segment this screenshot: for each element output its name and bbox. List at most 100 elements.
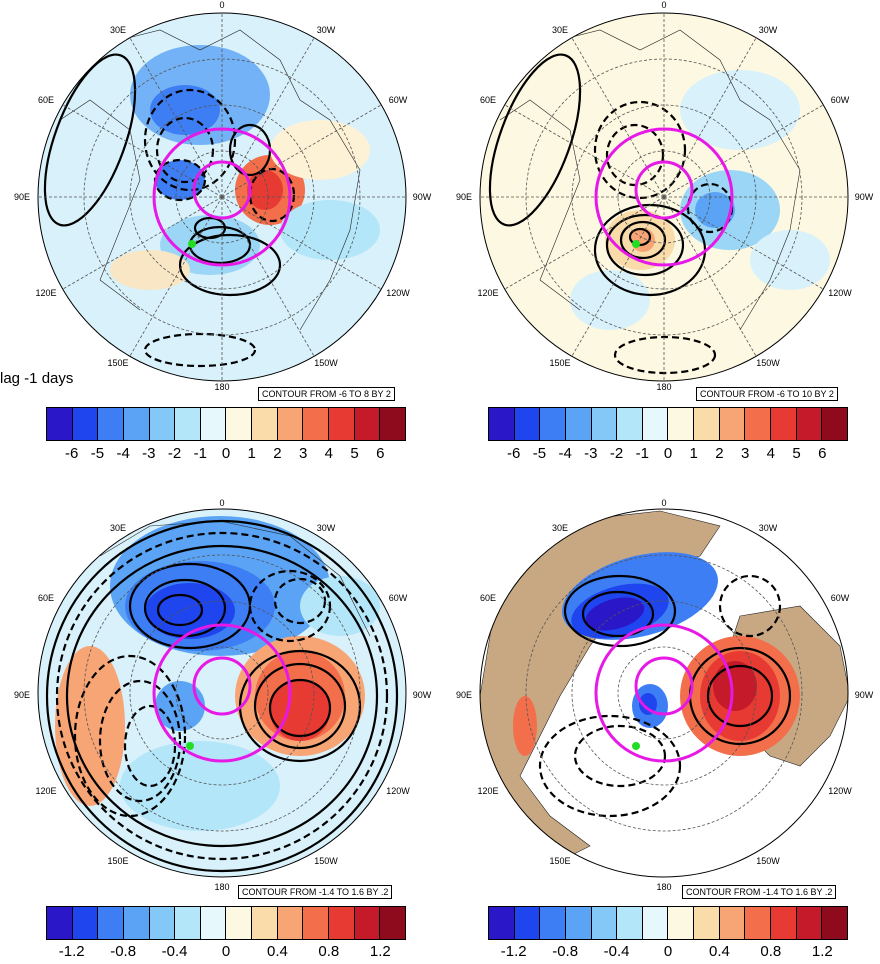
colorbar-cell: [303, 408, 330, 440]
colorbar-tick-label: 0: [221, 943, 231, 960]
lon-label-60e: 60E: [38, 95, 54, 105]
lon-label-0: 0: [661, 498, 666, 508]
lon-label-150e: 150E: [107, 358, 128, 368]
lon-label-120e: 120E: [477, 786, 498, 796]
colorbar-cell: [175, 907, 201, 939]
colorbar-tick-label: 1: [247, 445, 256, 462]
colorbar-tick-label: -3: [142, 445, 156, 462]
colorbar-cell: [514, 907, 541, 939]
colorbar-cell: [719, 907, 746, 939]
colorbar-tick-label: 0.8: [760, 943, 782, 960]
colorbar-cell: [565, 408, 592, 440]
colorbar-cell: [719, 408, 746, 440]
colorbar-cell: [745, 907, 772, 939]
colorbar-cell: [72, 907, 99, 939]
colorbar-tick-label: 0.8: [318, 943, 340, 960]
colorbar-tick-label: -4: [116, 445, 130, 462]
colorbar-tick-label: -0.4: [161, 943, 188, 960]
polar-map-bottom-right: 0 30W 60W 90W 120W 150W 180 150E 120E 90…: [456, 498, 874, 891]
colorbar-cell: [200, 408, 227, 440]
colorbar-tick-label: 4: [324, 445, 334, 462]
colorbar-cell: [123, 907, 150, 939]
colorbar-cell: [175, 408, 201, 440]
colorbar-cell: [514, 408, 541, 440]
colorbar-cell: [694, 408, 720, 440]
colorbar-tick-label: 0.4: [708, 943, 730, 960]
colorbar-tick-label: -2: [609, 445, 624, 462]
colorbar-top-right: [488, 407, 848, 441]
colorbar-tick-label: 3: [740, 445, 750, 462]
lon-label-30e: 30E: [552, 523, 568, 533]
colorbar-cell: [329, 907, 355, 939]
colorbar-cell: [303, 907, 330, 939]
lon-label-120e: 120E: [35, 786, 56, 796]
colorbar-cell: [745, 408, 772, 440]
colorbar-tick-label: 1: [689, 445, 698, 462]
colorbar-cell: [489, 907, 515, 939]
colorbar-cell: [354, 408, 381, 440]
colorbar-cell: [252, 907, 278, 939]
colorbar-cell: [380, 907, 405, 939]
colorbar-cell: [47, 907, 73, 939]
lon-label-60w: 60W: [831, 95, 850, 105]
colorbar-tick-label: 5: [792, 445, 801, 462]
colorbar-tick-label: -1: [193, 445, 207, 462]
lon-label-90e: 90E: [14, 192, 30, 202]
lon-label-60w: 60W: [389, 95, 408, 105]
lon-label-0: 0: [219, 498, 224, 508]
lon-label-30e: 30E: [110, 25, 126, 35]
polar-map-top-left: 0 30W 60W 90W 120W 150W 180 150E 120E 90…: [14, 0, 432, 390]
colorbar-cell: [642, 907, 669, 939]
contour-text-top-right: CONTOUR FROM -6 TO 10 BY 2: [696, 387, 838, 401]
lon-label-60w: 60W: [831, 593, 850, 603]
lon-label-180: 180: [656, 882, 671, 891]
colorbar-cell: [771, 907, 797, 939]
colorbar-cell: [591, 907, 618, 939]
colorbar-tick-label: -1: [635, 445, 649, 462]
colorbar-tick-label: 4: [766, 445, 776, 462]
lon-label-90w: 90W: [413, 690, 432, 700]
polar-map-bottom-left: 0 30W 60W 90W 120W 150W 180 150E 120E 90…: [14, 498, 432, 891]
colorbar-bottom-right: [488, 906, 848, 940]
colorbar-ticks-top-left: -6 -5 -4 -3 -2 -1 0 1 2 3 4 5 6: [46, 445, 406, 465]
colorbar-cell: [149, 907, 176, 939]
colorbar-cell: [329, 408, 355, 440]
colorbar-cell: [771, 408, 797, 440]
colorbar-cell: [47, 408, 73, 440]
panel-top-left: 0 30W 60W 90W 120W 150W 180 150E 120E 90…: [0, 0, 440, 480]
colorbar-tick-label: -5: [90, 445, 105, 462]
colorbar-tick-label: -4: [558, 445, 572, 462]
lon-label-30w: 30W: [759, 25, 778, 35]
colorbar-cell: [226, 907, 253, 939]
lon-label-60w: 60W: [389, 593, 408, 603]
colorbar-tick-label: -0.8: [552, 943, 579, 960]
colorbar-tick-label: -0.4: [603, 943, 630, 960]
colorbar-ticks-bottom-right: -1.2 -0.8 -0.4 0 0.4 0.8 1.2: [488, 943, 848, 963]
colorbar-tick-label: -6: [65, 445, 79, 462]
colorbar-cell: [822, 408, 847, 440]
lon-label-90w: 90W: [855, 192, 874, 202]
colorbar-bottom-left: [46, 906, 406, 940]
lon-label-30w: 30W: [317, 523, 336, 533]
colorbar-tick-label: 6: [818, 445, 827, 462]
lon-label-150w: 150W: [314, 358, 338, 368]
colorbar-tick-label: 0.4: [266, 943, 288, 960]
colorbar-cell: [277, 907, 304, 939]
colorbar-cell: [668, 907, 695, 939]
colorbar-cell: [226, 408, 253, 440]
lon-label-90e: 90E: [14, 690, 30, 700]
colorbar-cell: [565, 907, 592, 939]
colorbar-cell: [354, 907, 381, 939]
lon-label-150e: 150E: [107, 856, 128, 866]
colorbar-tick-label: 0: [663, 943, 673, 960]
contour-text-bottom-right: CONTOUR FROM -1.4 TO 1.6 BY .2: [682, 885, 837, 899]
colorbar-tick-label: 3: [298, 445, 308, 462]
colorbar-cell: [540, 408, 566, 440]
lon-label-150e: 150E: [549, 856, 570, 866]
colorbar-cell: [617, 408, 643, 440]
lon-label-150e: 150E: [549, 358, 570, 368]
colorbar-tick-label: 0: [221, 445, 231, 462]
lon-label-60e: 60E: [38, 593, 54, 603]
lon-label-60e: 60E: [480, 593, 496, 603]
lon-label-120w: 120W: [828, 288, 852, 298]
